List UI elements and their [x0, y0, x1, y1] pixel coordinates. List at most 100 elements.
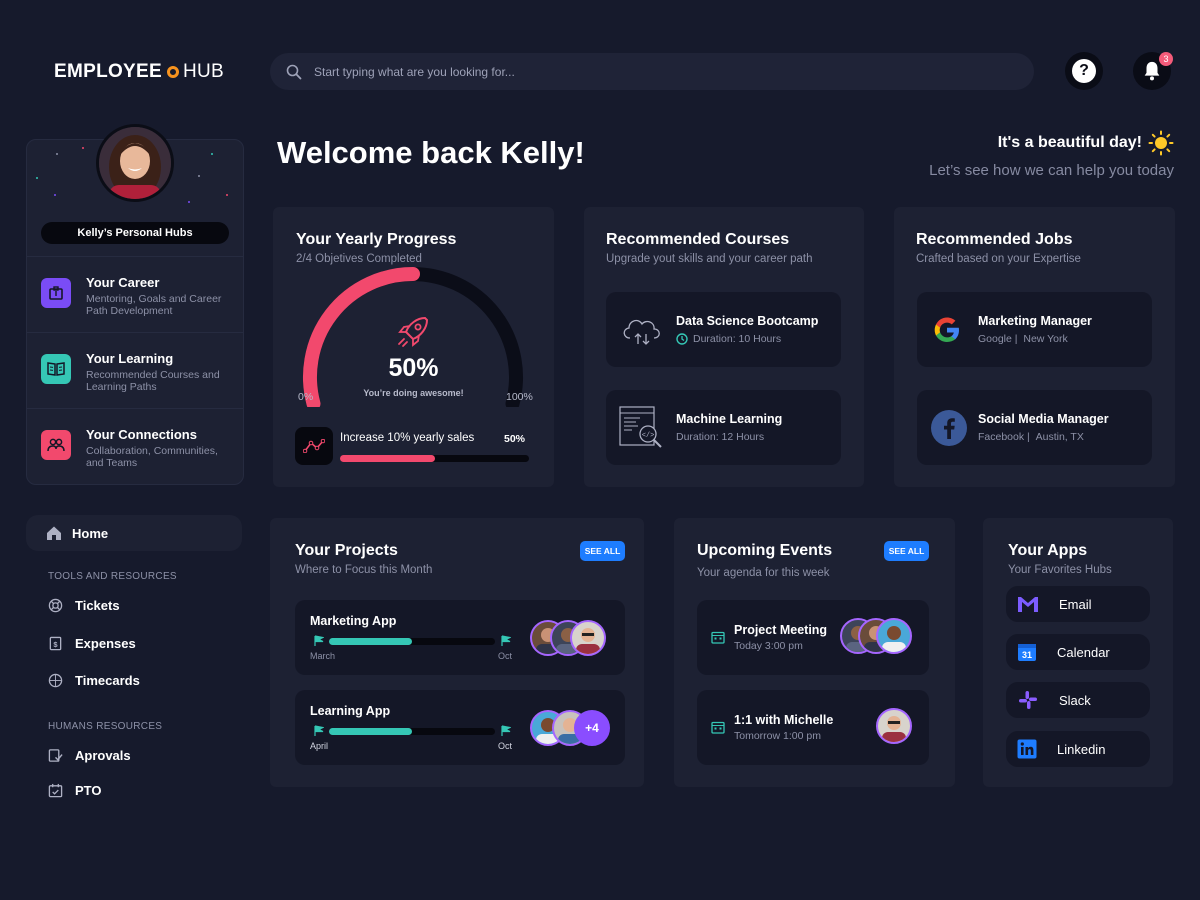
- project-name: Learning App: [310, 704, 391, 718]
- hub-title: Your Career: [86, 275, 160, 290]
- app-calendar[interactable]: 31 Calendar: [1006, 634, 1150, 670]
- logo-text-right: HUB: [182, 61, 224, 82]
- nav-pto[interactable]: PTO: [48, 783, 102, 798]
- nav-home[interactable]: Home: [26, 515, 242, 551]
- projects-see-all-button[interactable]: SEE ALL: [580, 541, 625, 561]
- app-email[interactable]: Email: [1006, 586, 1150, 622]
- app-label: Linkedin: [1057, 741, 1106, 757]
- app-logo[interactable]: EMPLOYEE HUB: [54, 61, 224, 83]
- nav-item-label: Tickets: [75, 598, 120, 613]
- svg-text:$: $: [53, 640, 58, 649]
- panel-subtitle: Your Favorites Hubs: [1008, 564, 1112, 576]
- panel-subtitle: Your agenda for this week: [697, 567, 830, 579]
- course-tile[interactable]: </> Machine Learning Duration: 12 Hours: [606, 390, 841, 465]
- job-tile[interactable]: Marketing Manager Google | New York: [917, 292, 1152, 367]
- hub-item-learning[interactable]: Your Learning Recommended Courses and Le…: [27, 332, 243, 408]
- panel-title: Your Projects: [295, 542, 398, 559]
- svg-text:31: 31: [1022, 650, 1032, 660]
- greeting-block: It's a beautiful day! Let’s see how we c…: [929, 130, 1174, 179]
- nav-item-label: Expenses: [75, 636, 136, 651]
- app-slack[interactable]: Slack: [1006, 682, 1150, 718]
- approval-icon: [48, 749, 63, 762]
- goal-label: Increase 10% yearly sales: [340, 432, 475, 444]
- hub-title: Your Connections: [86, 427, 197, 442]
- calendar-app-icon: 31: [1018, 644, 1036, 661]
- search-input[interactable]: [314, 64, 994, 79]
- job-location: Austin, TX: [1035, 431, 1084, 443]
- project-tile[interactable]: Marketing App March Oct: [295, 600, 625, 675]
- code-document-icon: </>: [619, 405, 662, 448]
- course-title: Machine Learning: [676, 412, 783, 426]
- nav-timecards[interactable]: Timecards: [48, 673, 140, 688]
- projects-panel: Your Projects Where to Focus this Month …: [270, 518, 644, 787]
- project-members[interactable]: +4: [530, 710, 615, 748]
- nav-item-label: Aprovals: [75, 748, 131, 763]
- events-see-all-button[interactable]: SEE ALL: [884, 541, 929, 561]
- event-tile[interactable]: 1:1 with Michelle Tomorrow 1:00 pm: [697, 690, 929, 765]
- panel-title: Your Apps: [1008, 542, 1088, 559]
- member-avatar: [570, 620, 606, 656]
- more-members-badge[interactable]: +4: [574, 710, 610, 746]
- gauge-min-label: 0%: [298, 391, 314, 403]
- lifebuoy-icon: [48, 598, 63, 613]
- linkedin-icon: [1017, 739, 1037, 759]
- event-tile[interactable]: Project Meeting Today 3:00 pm: [697, 600, 929, 675]
- sparkle-decoration: [36, 147, 228, 203]
- job-title: Marketing Manager: [978, 314, 1092, 328]
- trend-icon: [295, 427, 333, 465]
- event-attendees[interactable]: [876, 708, 916, 746]
- end-flag-icon: [501, 635, 511, 646]
- project-name: Marketing App: [310, 614, 397, 628]
- job-title: Social Media Manager: [978, 412, 1109, 426]
- nav-approvals[interactable]: Aprovals: [48, 748, 131, 763]
- start-flag-icon: [314, 635, 324, 646]
- panel-subtitle: 2/4 Objetives Completed: [296, 253, 422, 265]
- help-button[interactable]: ?: [1065, 52, 1103, 90]
- end-flag-icon: [501, 725, 511, 736]
- humans-heading: HUMANS RESOURCES: [48, 721, 163, 732]
- book-icon: [41, 354, 71, 384]
- logo-text-left: EMPLOYEE: [54, 61, 162, 82]
- hub-subtitle: Recommended Courses and Learning Paths: [86, 369, 220, 393]
- logo-dot-icon: [166, 66, 179, 78]
- attendee-avatar: [876, 708, 912, 744]
- slack-icon: [1019, 691, 1037, 709]
- search-icon: [286, 64, 302, 79]
- project-start: April: [310, 741, 329, 751]
- progress-percent: 50%: [388, 354, 439, 382]
- nav-expenses[interactable]: $ Expenses: [48, 636, 136, 651]
- app-linkedin[interactable]: Linkedin: [1006, 731, 1150, 767]
- project-timeline-fill: [329, 638, 412, 645]
- search-bar[interactable]: [270, 53, 1034, 90]
- goal-progress-fill: [340, 455, 435, 462]
- project-tile[interactable]: Learning App April Oct +4: [295, 690, 625, 765]
- progress-message: You’re doing awesome!: [363, 388, 464, 398]
- people-icon: [41, 430, 71, 460]
- briefcase-icon: [41, 278, 71, 308]
- job-tile[interactable]: Social Media Manager Facebook | Austin, …: [917, 390, 1152, 465]
- nav-item-label: Timecards: [75, 673, 140, 688]
- goal-percent: 50%: [504, 433, 526, 445]
- hub-item-career[interactable]: Your Career Mentoring, Goals and Career …: [27, 256, 243, 332]
- notifications-button[interactable]: [1133, 52, 1171, 90]
- project-members[interactable]: [530, 620, 610, 658]
- tools-heading: TOOLS AND RESOURCES: [48, 571, 177, 582]
- panel-title: Recommended Courses: [606, 231, 790, 248]
- hub-item-connections[interactable]: Your Connections Collaboration, Communit…: [27, 408, 243, 484]
- attendee-avatar: [876, 618, 912, 654]
- gauge-max-label: 100%: [506, 391, 533, 403]
- yearly-progress-panel: Your Yearly Progress 2/4 Objetives Compl…: [273, 207, 554, 487]
- course-tile[interactable]: Data Science Bootcamp Duration: 10 Hours: [606, 292, 841, 367]
- notification-count-badge: 3: [1159, 52, 1173, 66]
- recommended-jobs-panel: Recommended Jobs Crafted based on your E…: [894, 207, 1175, 487]
- project-timeline-bar: [329, 728, 495, 735]
- event-attendees[interactable]: [840, 618, 920, 656]
- hub-subtitle: Collaboration, Communities, and Teams: [86, 445, 218, 469]
- user-avatar[interactable]: [96, 124, 174, 202]
- events-panel: Upcoming Events Your agenda for this wee…: [674, 518, 955, 787]
- facebook-logo-icon: [931, 409, 967, 446]
- project-timeline-bar: [329, 638, 495, 645]
- nav-tickets[interactable]: Tickets: [48, 598, 120, 613]
- recommended-courses-panel: Recommended Courses Upgrade yout skills …: [584, 207, 864, 487]
- hub-title: Your Learning: [86, 351, 174, 366]
